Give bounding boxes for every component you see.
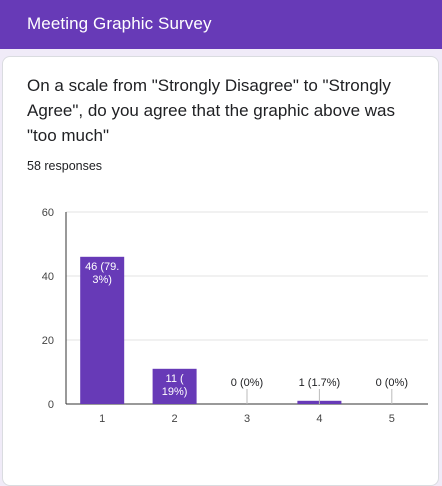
data-label: 0 (0%) (376, 377, 408, 389)
x-tick-label: 4 (316, 413, 322, 425)
data-label: 3%) (92, 274, 112, 286)
y-tick-label: 20 (42, 335, 54, 347)
question-text: On a scale from "Strongly Disagree" to "… (27, 76, 395, 145)
response-count: 58 responses (27, 159, 103, 173)
y-tick-label: 60 (42, 207, 54, 219)
bar (152, 368, 197, 404)
bar-chart: 0 20 40 60 1 46 (79.3%) 2 11 (19%) 3 0 (0%) 4 1 (1.… (42, 207, 428, 425)
x-tick-label: 2 (172, 413, 178, 425)
data-label: 0 (0%) (231, 377, 263, 389)
data-label: 19%) (162, 386, 188, 398)
x-tick-label: 1 (99, 413, 105, 425)
form-title: Meeting Graphic Survey (27, 14, 212, 33)
y-tick-label: 0 (48, 399, 54, 411)
question-card (2, 56, 439, 486)
data-label: 11 ( (166, 373, 184, 385)
bar (80, 256, 125, 404)
data-label: 46 (79. (85, 261, 119, 273)
x-tick-label: 5 (389, 413, 395, 425)
data-label: 1 (1.7%) (299, 377, 341, 389)
x-tick-label: 3 (244, 413, 250, 425)
form-header: Meeting Graphic Survey (0, 0, 442, 49)
y-tick-label: 40 (42, 271, 54, 283)
